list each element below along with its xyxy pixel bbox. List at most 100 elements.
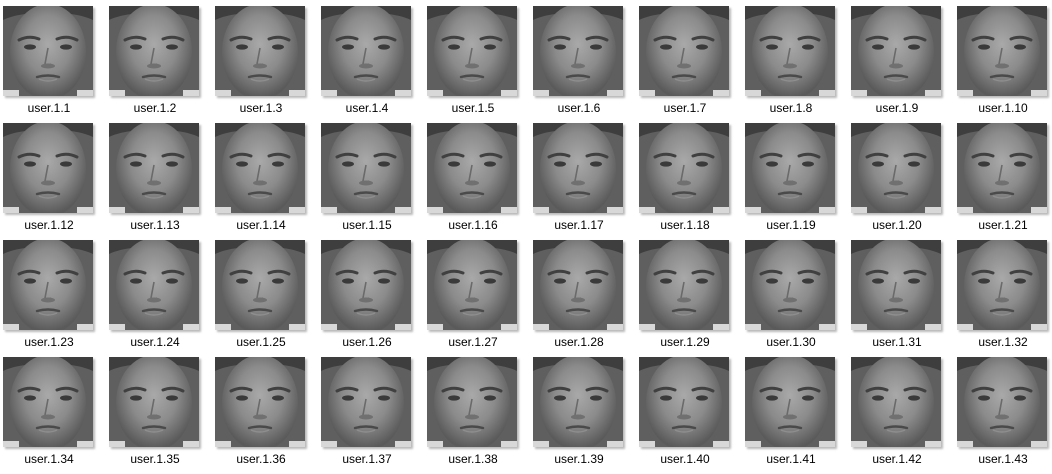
face-thumbnail-icon [957,240,1047,330]
face-thumbnail-icon [3,6,93,96]
file-item[interactable]: user.1.8 [742,6,848,123]
file-item[interactable]: user.1.32 [954,240,1052,357]
file-name: user.1.21 [978,218,1028,232]
face-thumbnail-icon [639,240,729,330]
file-name: user.1.24 [130,335,180,349]
file-item[interactable]: user.1.2 [106,6,212,123]
file-item[interactable]: user.1.20 [848,123,954,240]
file-name: user.1.18 [660,218,710,232]
file-name: user.1.42 [872,452,922,466]
file-item[interactable]: user.1.37 [318,357,424,474]
file-item[interactable]: user.1.25 [212,240,318,357]
file-item[interactable]: user.1.26 [318,240,424,357]
file-item[interactable]: user.1.16 [424,123,530,240]
file-item[interactable]: user.1.17 [530,123,636,240]
face-thumbnail-icon [3,123,93,213]
face-thumbnail-icon [321,123,411,213]
file-item[interactable]: user.1.34 [0,357,106,474]
file-name: user.1.14 [236,218,286,232]
face-thumbnail-icon [851,123,941,213]
file-item[interactable]: user.1.39 [530,357,636,474]
face-thumbnail-icon [215,240,305,330]
file-item[interactable]: user.1.40 [636,357,742,474]
file-item[interactable]: user.1.31 [848,240,954,357]
face-thumbnail-icon [639,6,729,96]
file-name: user.1.17 [554,218,604,232]
file-item[interactable]: user.1.4 [318,6,424,123]
file-item[interactable]: user.1.5 [424,6,530,123]
file-item[interactable]: user.1.18 [636,123,742,240]
file-item[interactable]: user.1.7 [636,6,742,123]
file-item[interactable]: user.1.21 [954,123,1052,240]
face-thumbnail-icon [321,240,411,330]
file-item[interactable]: user.1.9 [848,6,954,123]
file-name: user.1.2 [133,101,177,115]
file-thumbnail-grid: user.1.1 user.1.2 user.1.3 user.1.4 user… [0,6,1052,474]
file-item[interactable]: user.1.10 [954,6,1052,123]
file-item[interactable]: user.1.19 [742,123,848,240]
file-name: user.1.12 [24,218,74,232]
file-item[interactable]: user.1.12 [0,123,106,240]
face-thumbnail-icon [427,123,517,213]
file-item[interactable]: user.1.36 [212,357,318,474]
file-name: user.1.13 [130,218,180,232]
file-item[interactable]: user.1.14 [212,123,318,240]
thumbnail-row: user.1.23 user.1.24 user.1.25 user.1.26 … [0,240,1052,357]
file-name: user.1.40 [660,452,710,466]
face-thumbnail-icon [745,6,835,96]
file-name: user.1.41 [766,452,816,466]
file-item[interactable]: user.1.1 [0,6,106,123]
file-item[interactable]: user.1.43 [954,357,1052,474]
file-name: user.1.35 [130,452,180,466]
file-name: user.1.36 [236,452,286,466]
face-thumbnail-icon [215,6,305,96]
file-name: user.1.16 [448,218,498,232]
face-thumbnail-icon [639,123,729,213]
face-thumbnail-icon [321,357,411,447]
face-thumbnail-icon [533,240,623,330]
file-item[interactable]: user.1.41 [742,357,848,474]
file-name: user.1.19 [766,218,816,232]
file-item[interactable]: user.1.30 [742,240,848,357]
file-name: user.1.38 [448,452,498,466]
file-name: user.1.43 [978,452,1028,466]
face-thumbnail-icon [109,357,199,447]
face-thumbnail-icon [745,357,835,447]
file-name: user.1.4 [345,101,389,115]
thumbnail-row: user.1.1 user.1.2 user.1.3 user.1.4 user… [0,6,1052,123]
file-item[interactable]: user.1.38 [424,357,530,474]
face-thumbnail-icon [109,240,199,330]
face-thumbnail-icon [851,357,941,447]
face-thumbnail-icon [533,357,623,447]
file-item[interactable]: user.1.15 [318,123,424,240]
file-name: user.1.27 [448,335,498,349]
file-item[interactable]: user.1.23 [0,240,106,357]
face-thumbnail-icon [215,123,305,213]
file-item[interactable]: user.1.35 [106,357,212,474]
file-name: user.1.3 [239,101,283,115]
file-item[interactable]: user.1.13 [106,123,212,240]
face-thumbnail-icon [3,357,93,447]
file-item[interactable]: user.1.29 [636,240,742,357]
file-name: user.1.8 [769,101,813,115]
file-name: user.1.28 [554,335,604,349]
face-thumbnail-icon [427,357,517,447]
face-thumbnail-icon [533,6,623,96]
file-name: user.1.23 [24,335,74,349]
face-thumbnail-icon [851,6,941,96]
file-item[interactable]: user.1.3 [212,6,318,123]
face-thumbnail-icon [745,240,835,330]
file-name: user.1.32 [978,335,1028,349]
file-name: user.1.7 [663,101,707,115]
file-name: user.1.6 [557,101,601,115]
file-item[interactable]: user.1.28 [530,240,636,357]
file-item[interactable]: user.1.6 [530,6,636,123]
file-item[interactable]: user.1.42 [848,357,954,474]
face-thumbnail-icon [957,6,1047,96]
file-name: user.1.30 [766,335,816,349]
file-item[interactable]: user.1.27 [424,240,530,357]
file-name: user.1.31 [872,335,922,349]
face-thumbnail-icon [957,357,1047,447]
face-thumbnail-icon [639,357,729,447]
file-item[interactable]: user.1.24 [106,240,212,357]
